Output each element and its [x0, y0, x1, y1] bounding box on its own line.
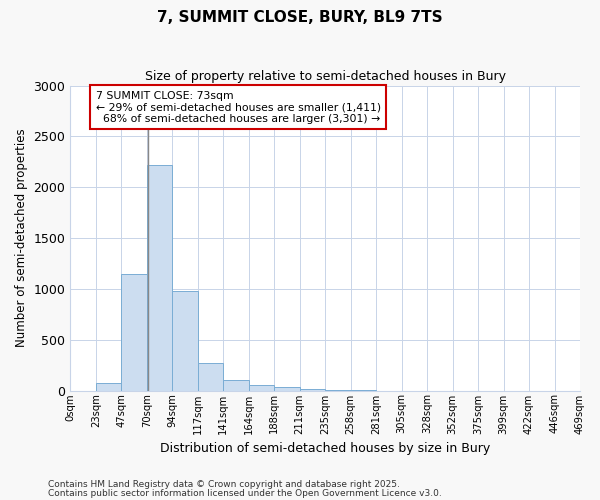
Text: 7 SUMMIT CLOSE: 73sqm
← 29% of semi-detached houses are smaller (1,411)
  68% of: 7 SUMMIT CLOSE: 73sqm ← 29% of semi-deta… [96, 90, 381, 124]
Text: 7, SUMMIT CLOSE, BURY, BL9 7TS: 7, SUMMIT CLOSE, BURY, BL9 7TS [157, 10, 443, 25]
Bar [248, 385, 274, 390]
Text: Contains HM Land Registry data © Crown copyright and database right 2025.: Contains HM Land Registry data © Crown c… [48, 480, 400, 489]
Bar [172, 292, 198, 390]
X-axis label: Distribution of semi-detached houses by size in Bury: Distribution of semi-detached houses by … [160, 442, 490, 455]
Text: Contains public sector information licensed under the Open Government Licence v3: Contains public sector information licen… [48, 488, 442, 498]
Bar [299, 389, 325, 390]
Bar [147, 165, 172, 390]
Y-axis label: Number of semi-detached properties: Number of semi-detached properties [15, 128, 28, 348]
Bar [274, 388, 299, 390]
Bar [198, 363, 223, 390]
Bar [96, 383, 121, 390]
Bar [121, 274, 147, 390]
Title: Size of property relative to semi-detached houses in Bury: Size of property relative to semi-detach… [145, 70, 506, 83]
Bar [223, 380, 248, 390]
